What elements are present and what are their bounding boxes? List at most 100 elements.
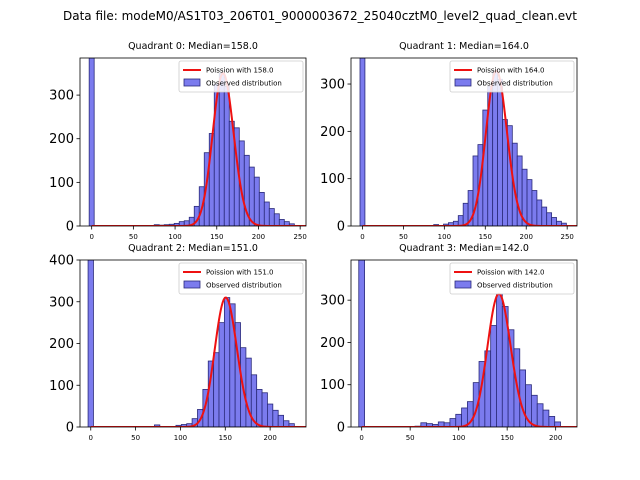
legend-box bbox=[178, 60, 304, 93]
axes-frame bbox=[350, 259, 578, 428]
x-tick-label: 0 bbox=[89, 434, 93, 442]
legend-label-poisson: Poission with 151.0 bbox=[206, 269, 274, 277]
histogram-bar bbox=[449, 418, 457, 427]
histogram-bar bbox=[541, 206, 548, 226]
quadrant-3-legend: Poission with 142.0 Observed distribution bbox=[449, 262, 575, 295]
histogram-bar bbox=[288, 423, 295, 427]
histogram-bar bbox=[248, 166, 255, 226]
legend-bar-swatch bbox=[454, 78, 472, 87]
y-tick-label: 0 bbox=[337, 421, 345, 436]
histogram-bar bbox=[490, 325, 497, 427]
y-tick-label: 100 bbox=[320, 172, 345, 187]
quadrant-0-title: Quadrant 0: Median=158.0 bbox=[128, 41, 258, 52]
y-tick-label: 300 bbox=[49, 89, 74, 104]
figure-suptitle: Data file: modeM0/AS1T03_206T01_90000036… bbox=[63, 9, 577, 23]
y-tick-label: 200 bbox=[49, 132, 74, 147]
histogram-bar bbox=[542, 409, 550, 427]
y-tick-label: 200 bbox=[320, 336, 345, 351]
x-tick-label: 50 bbox=[399, 233, 408, 241]
x-tick-label: 100 bbox=[174, 434, 187, 442]
x-tick-label: 50 bbox=[406, 434, 415, 442]
quadrant-2-legend: Poission with 151.0 Observed distribution bbox=[178, 262, 304, 295]
legend-label-observed: Observed distribution bbox=[477, 282, 553, 290]
quadrant-3-plot-area bbox=[358, 260, 577, 427]
histogram-bar bbox=[536, 199, 543, 226]
histogram-bar bbox=[496, 293, 503, 427]
legend-box bbox=[449, 262, 575, 295]
x-tick-label: 100 bbox=[168, 233, 181, 241]
x-tick-label: 150 bbox=[219, 434, 232, 442]
legend-bar-swatch bbox=[454, 280, 472, 289]
x-tick-label: 150 bbox=[500, 434, 513, 442]
legend-label-poisson: Poission with 158.0 bbox=[206, 67, 274, 75]
legend-label-observed: Observed distribution bbox=[206, 80, 282, 88]
histogram-bar bbox=[546, 212, 553, 226]
x-tick-label: 200 bbox=[520, 233, 533, 241]
x-tick-label: 200 bbox=[263, 434, 276, 442]
legend-box bbox=[449, 60, 575, 93]
x-tick-label: 0 bbox=[359, 434, 363, 442]
y-tick-label: 200 bbox=[320, 125, 345, 140]
y-tick-label: 300 bbox=[320, 78, 345, 93]
histogram-bar bbox=[497, 78, 503, 226]
y-tick-label: 100 bbox=[49, 176, 74, 191]
x-tick-label: 0 bbox=[360, 233, 364, 241]
histogram-bar bbox=[263, 201, 270, 226]
histogram-bar bbox=[272, 409, 279, 427]
poisson-curve bbox=[91, 72, 306, 226]
histogram-bar bbox=[561, 222, 567, 226]
histogram-bar bbox=[258, 191, 265, 226]
quadrant-2-plot: 0 50 100 150 200 0 100 200 300 400 Quadrant 2: Med… bbox=[49, 243, 307, 442]
histogram-bar bbox=[268, 208, 275, 226]
histogram-bar bbox=[88, 58, 95, 226]
x-tick-label: 250 bbox=[293, 233, 306, 241]
poisson-curve bbox=[90, 296, 306, 427]
legend-label-observed: Observed distribution bbox=[206, 282, 282, 290]
histogram-bar bbox=[551, 217, 557, 226]
histogram-bar bbox=[87, 260, 94, 427]
legend-bar-swatch bbox=[183, 280, 201, 289]
x-tick-label: 100 bbox=[452, 434, 465, 442]
quadrant-0-legend: Poission with 158.0 Observed distribution bbox=[178, 60, 304, 93]
histogram-bar bbox=[492, 70, 498, 226]
y-tick-label: 300 bbox=[49, 295, 74, 310]
y-tick-label: 0 bbox=[337, 220, 345, 235]
histogram-bar bbox=[154, 424, 161, 427]
histogram-bar bbox=[218, 72, 225, 226]
histogram-bar bbox=[455, 413, 462, 427]
quadrant-3-title: Quadrant 3: Median=142.0 bbox=[399, 243, 529, 254]
quadrant-1-legend: Poission with 164.0 Observed distribution bbox=[449, 60, 575, 93]
legend-label-poisson: Poission with 164.0 bbox=[477, 67, 545, 75]
histogram-bar bbox=[277, 414, 284, 427]
quadrant-1-title: Quadrant 1: Median=164.0 bbox=[399, 41, 529, 52]
histogram-bar bbox=[526, 179, 533, 226]
y-tick-label: 300 bbox=[320, 294, 345, 309]
histogram-bar bbox=[253, 176, 260, 226]
histogram-bar bbox=[531, 394, 538, 427]
x-tick-label: 200 bbox=[549, 434, 562, 442]
x-tick-label: 150 bbox=[479, 233, 492, 241]
histogram-bar bbox=[213, 352, 220, 427]
x-tick-label: 250 bbox=[560, 233, 573, 241]
histogram-bar bbox=[223, 85, 230, 226]
x-tick-label: 150 bbox=[210, 233, 223, 241]
y-tick-label: 400 bbox=[49, 254, 74, 269]
y-tick-label: 0 bbox=[66, 421, 74, 436]
histogram-bar bbox=[359, 58, 366, 226]
x-tick-label: 50 bbox=[131, 434, 140, 442]
quadrant-1-plot: 0 50 100 150 200 250 0 100 200 300 Quadrant 1: Med… bbox=[320, 41, 578, 241]
histogram-bar bbox=[358, 260, 365, 427]
histogram-bar bbox=[218, 322, 225, 427]
histogram-bar bbox=[256, 389, 263, 427]
quadrant-0-plot: 0 50 100 150 200 250 0 100 200 300 Quadrant 0: Med… bbox=[49, 41, 307, 241]
x-tick-label: 100 bbox=[438, 233, 451, 241]
histogram-bar bbox=[273, 213, 280, 226]
axes-frame bbox=[350, 57, 578, 227]
x-tick-label: 0 bbox=[89, 233, 93, 241]
histogram-bar bbox=[531, 190, 538, 226]
legend-label-poisson: Poission with 142.0 bbox=[477, 269, 545, 277]
histogram-bar bbox=[267, 403, 274, 427]
x-tick-label: 50 bbox=[129, 233, 138, 241]
axes-frame bbox=[79, 57, 307, 227]
